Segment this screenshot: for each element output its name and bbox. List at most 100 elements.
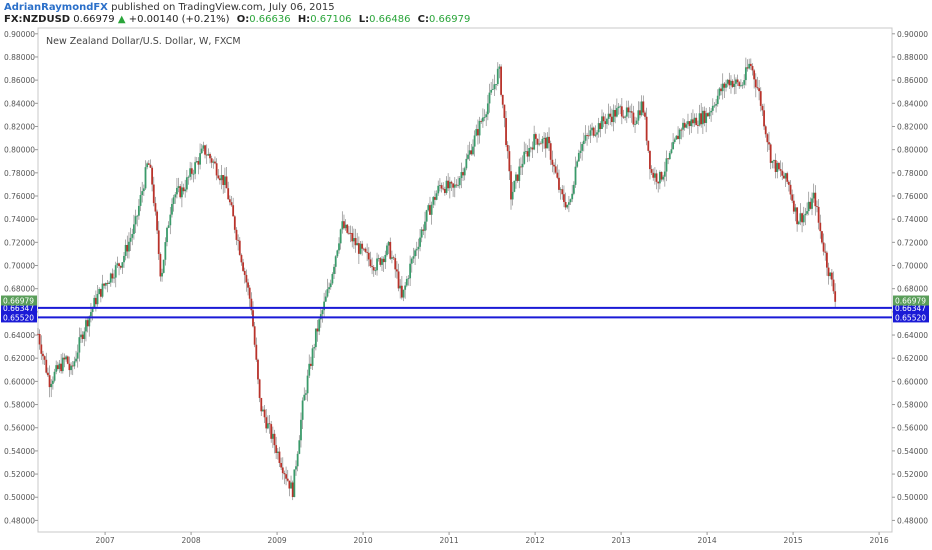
candle-body (305, 393, 307, 395)
candle-body (804, 213, 807, 216)
y-tick-right-2: 0.52000 (897, 470, 928, 479)
candle-body (543, 137, 545, 139)
candle-body (99, 288, 102, 297)
candle-body (200, 148, 203, 154)
candle-body (409, 263, 412, 279)
candle-body (119, 266, 122, 268)
author-link[interactable]: AdrianRaymondFX (4, 2, 108, 13)
candle-body (477, 129, 479, 136)
candle-body (503, 104, 506, 119)
candle-body (639, 110, 641, 116)
candle-body (768, 142, 770, 145)
candle-body (475, 129, 478, 136)
candle-body (404, 285, 407, 290)
close-value: 0.66979 (429, 14, 471, 25)
candle-body (653, 173, 656, 178)
candle-body (791, 194, 794, 201)
candle-body (276, 451, 279, 453)
candle-body (592, 127, 595, 136)
candle-body (38, 334, 41, 345)
candle-body (551, 159, 554, 165)
y-tick-left-16: 0.80000 (4, 146, 35, 155)
candle-body (47, 372, 49, 376)
candle-body (511, 191, 514, 200)
candle-body (377, 258, 380, 259)
candle-body (344, 224, 347, 229)
candle-body (561, 189, 564, 195)
candle-body (374, 270, 377, 272)
candle-body (749, 63, 752, 67)
candle-body (230, 202, 233, 206)
last-price-tag-bg-left (1, 295, 37, 306)
candle-body (121, 262, 124, 268)
candle-body (821, 231, 823, 243)
y-axis-right: 0.48000 0.50000 0.52000 0.54000 0.56000 0.580… (892, 30, 928, 525)
candle-body (794, 207, 797, 212)
candle-body (516, 174, 519, 181)
candle-body (581, 144, 584, 151)
candle-body (386, 245, 388, 255)
candle-body (42, 353, 44, 357)
candle-body (637, 110, 640, 121)
candle-body (271, 433, 274, 439)
y-axis-left: 0.48000 0.50000 0.52000 0.54000 0.56000 0.580… (4, 30, 38, 525)
candle-body (83, 331, 86, 340)
candle-body (700, 113, 703, 125)
candle-body (447, 180, 450, 189)
candle-body (207, 153, 210, 156)
candle-body (333, 266, 335, 274)
candle-body (602, 116, 605, 122)
x-tick-5: 2012 (526, 536, 545, 545)
candle-body (323, 301, 326, 311)
candle-body (647, 140, 650, 151)
candle-body (313, 347, 316, 349)
horizontal-lines[interactable] (38, 306, 892, 319)
candle-body (204, 145, 206, 155)
candle-body (584, 135, 587, 141)
candle-body (53, 371, 56, 381)
candle-body (270, 424, 273, 439)
candle-body (78, 337, 81, 353)
candle-body (764, 126, 767, 135)
candle-body (783, 175, 785, 179)
y-tick-left-3: 0.54000 (4, 447, 35, 456)
candle-body (394, 258, 397, 270)
candle-body (228, 199, 231, 203)
plot-frame (37, 27, 893, 533)
candle-body (533, 134, 536, 150)
candle-body (617, 106, 620, 109)
candle-body (104, 283, 107, 286)
candle-body (253, 326, 256, 345)
candle-body (753, 70, 756, 80)
y-tick-left-18: 0.84000 (4, 99, 35, 108)
candle-body (362, 248, 365, 250)
candle-body (240, 254, 243, 263)
candle-body (429, 205, 431, 215)
candle-body (806, 211, 808, 214)
candle-body (711, 105, 714, 111)
change-value: +0.00140 (+0.21%) (128, 14, 230, 25)
candle-body (326, 289, 329, 297)
candle-body (779, 169, 782, 171)
candle-body (738, 82, 741, 87)
candle-body (688, 121, 691, 127)
candle-body (501, 94, 504, 105)
candle-body (339, 229, 342, 244)
candle-body (607, 113, 610, 119)
candle-body (432, 197, 435, 205)
candle-body (784, 173, 787, 179)
candle-body (101, 283, 104, 297)
y-tick-right-12: 0.72000 (897, 238, 928, 247)
high-label: H: (297, 14, 311, 25)
candle-body (448, 181, 451, 189)
candle-body (364, 248, 367, 252)
candle-body (730, 80, 732, 86)
candle-body (766, 134, 769, 143)
candle-body (680, 129, 683, 131)
candle-body (615, 108, 618, 117)
candle-body (171, 203, 173, 215)
candle-body (425, 210, 428, 222)
y-tick-left-11: 0.70000 (4, 262, 35, 271)
candle-body (243, 270, 246, 275)
